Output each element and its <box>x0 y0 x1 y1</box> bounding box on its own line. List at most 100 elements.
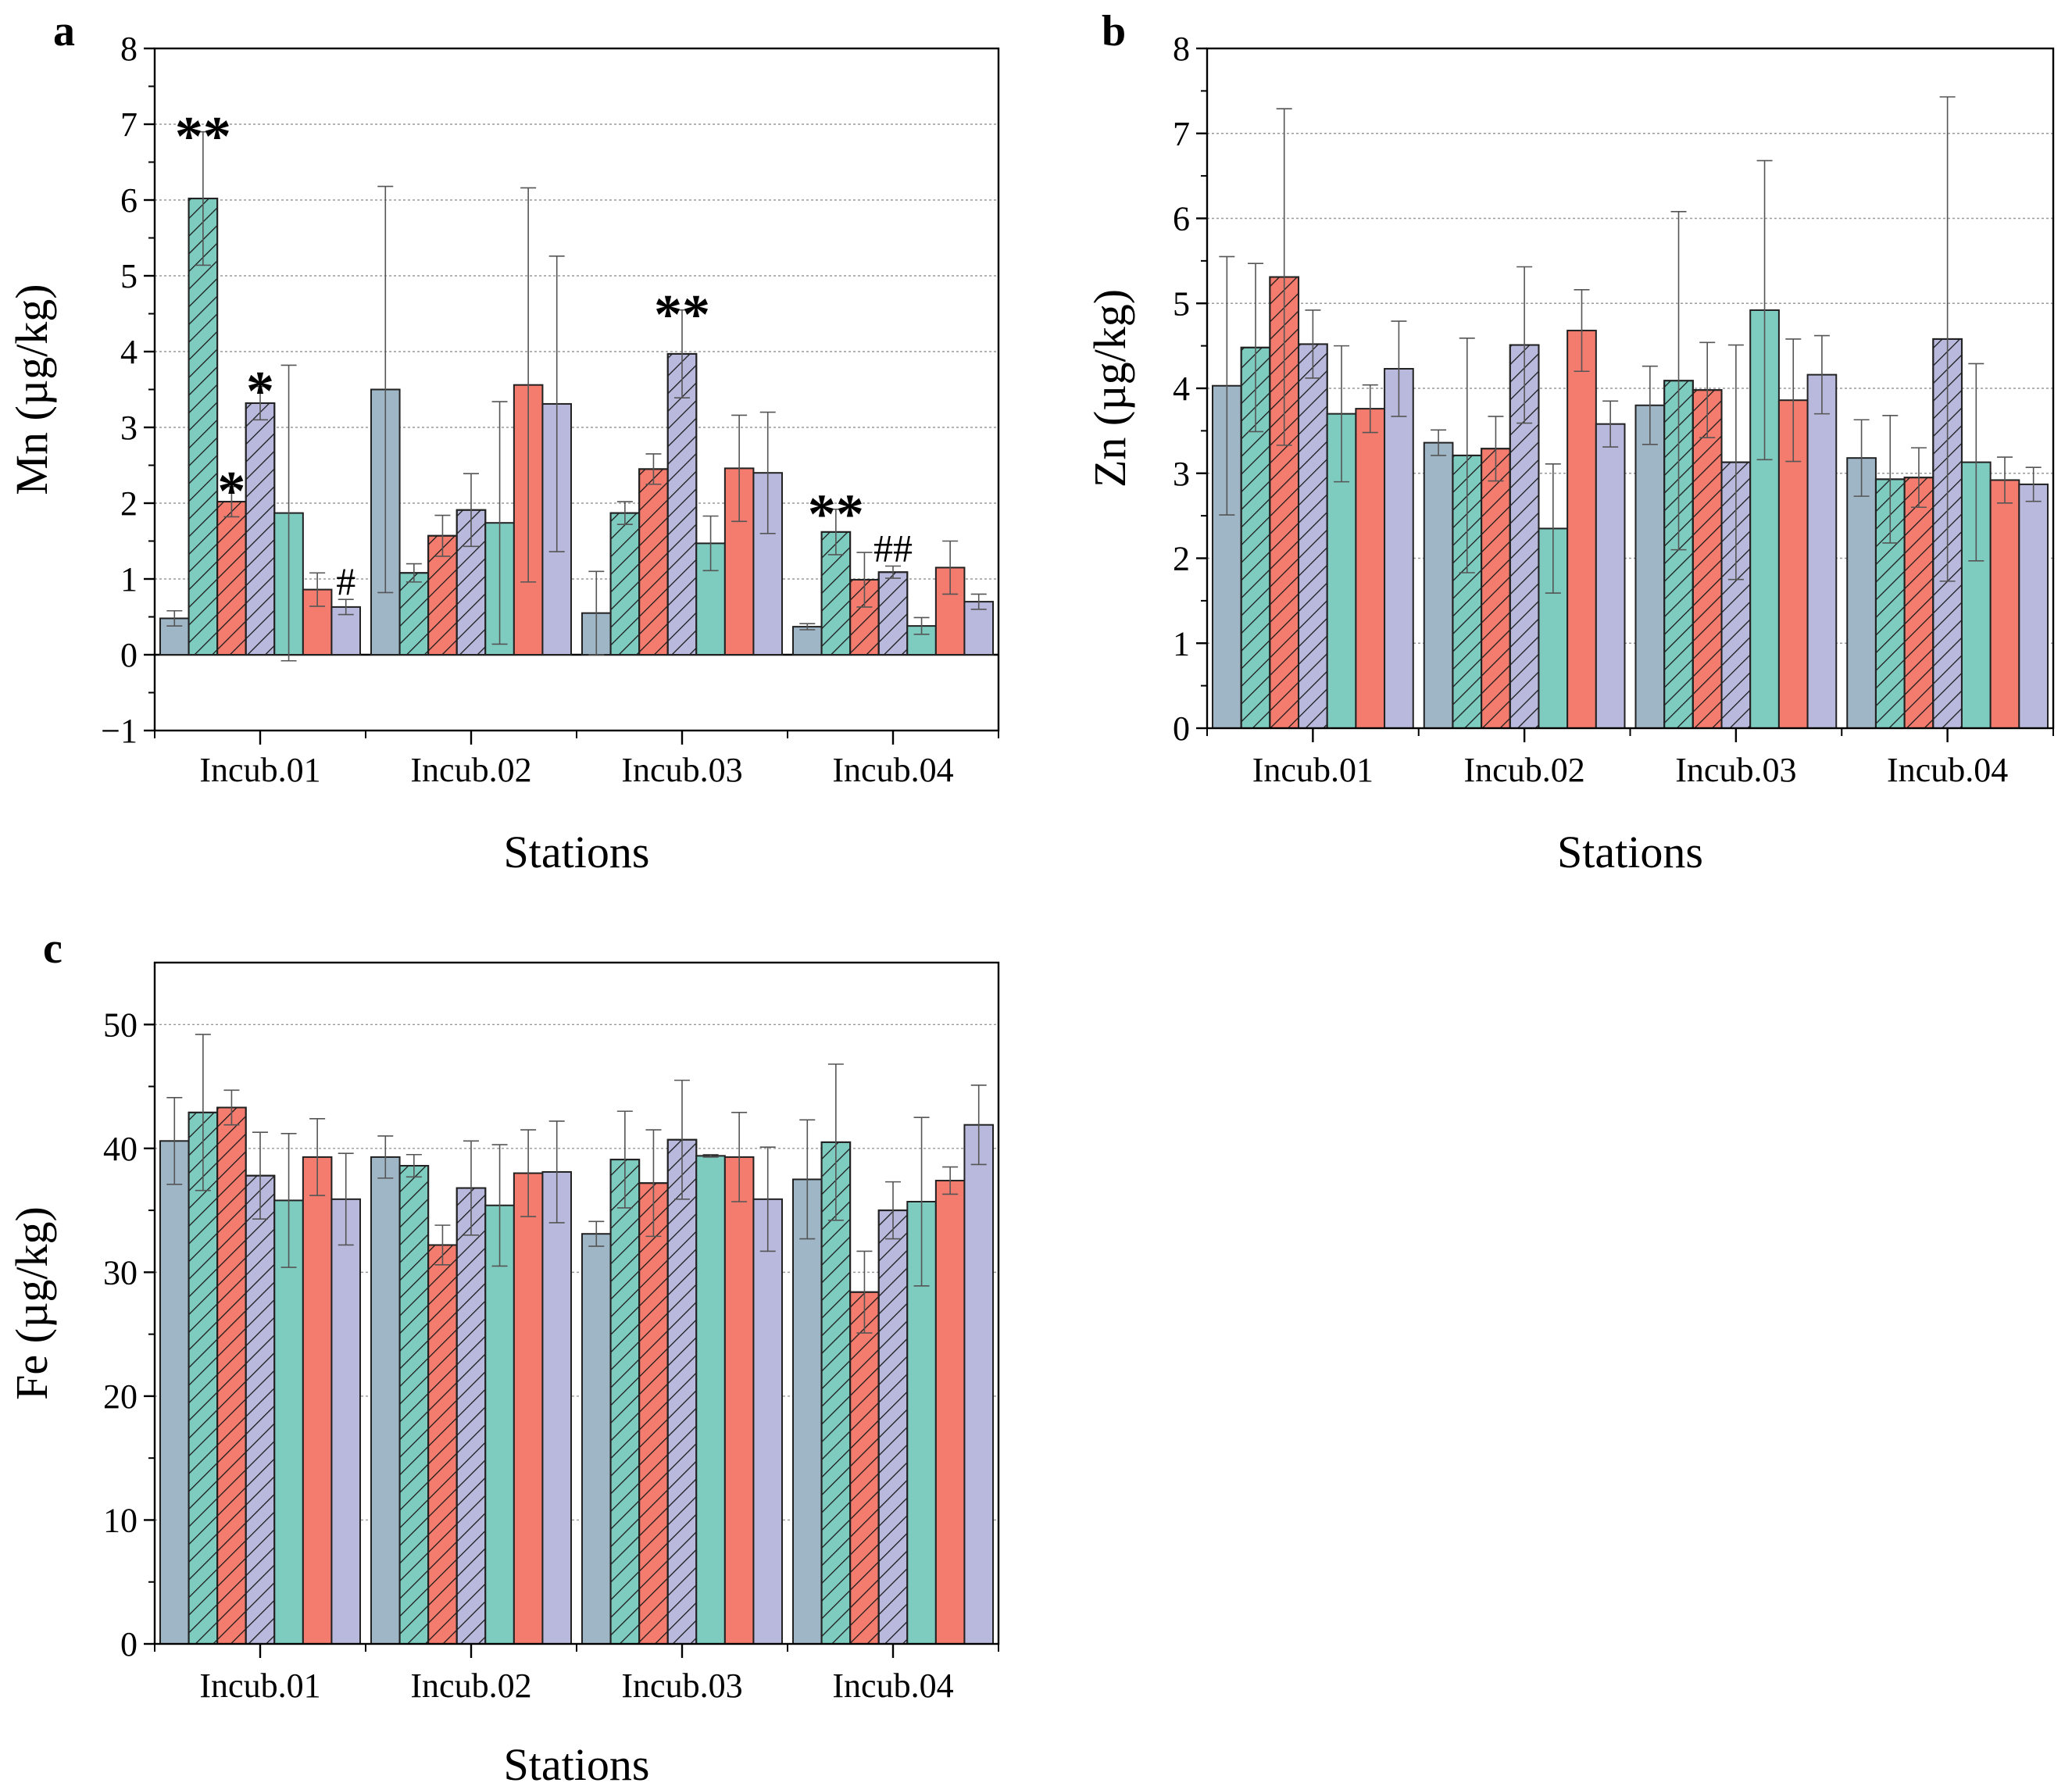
panel-b-zn-chart: b 0 1 2 3 4 5 6 7 8 Incub.01 Incub.02 Incub.03 Incub… <box>1084 7 2055 877</box>
bar-hatch-c-s2-c3 <box>849 1291 880 1645</box>
significance-star-a: * <box>246 360 274 423</box>
bar-hatch-a-s2-c2 <box>638 468 669 656</box>
bar-a-s6-c3 <box>963 601 995 656</box>
ytick-label-b: 0 <box>1173 709 1190 748</box>
bar-hatch-c-s1-c2 <box>609 1159 641 1645</box>
bar-hatch-c-s2-c2 <box>638 1182 669 1645</box>
category-label-c: Incub.04 <box>832 1667 953 1705</box>
category-label-a: Incub.01 <box>199 751 320 789</box>
bar-c-s6-c0 <box>330 1198 361 1645</box>
ytick-label-a: −1 <box>101 712 138 750</box>
ytick-label-c: 50 <box>103 1006 138 1044</box>
ytick-label-b: 8 <box>1173 30 1190 68</box>
category-label-a: Incub.04 <box>832 751 953 789</box>
significance-hash-a: ## <box>873 527 913 570</box>
bar-b-s6-c0 <box>1384 367 1414 729</box>
category-label-a: Incub.03 <box>621 751 742 789</box>
bar-c-s4-c2 <box>695 1155 726 1645</box>
ytick-label-a: 7 <box>120 105 138 144</box>
ytick-label-c: 0 <box>120 1625 138 1663</box>
bar-b-s0-c2 <box>1634 404 1666 729</box>
yaxis-title-c: Fe (µg/kg) <box>6 1206 57 1400</box>
bar-b-s6-c2 <box>1806 373 1838 729</box>
ytick-label-a: 6 <box>120 181 138 220</box>
bar-hatch-b-s2-c2 <box>1692 389 1723 729</box>
bar-hatch-b-s2-c3 <box>1903 477 1934 729</box>
significance-hash-a: # <box>336 559 355 603</box>
bar-hatch-a-s1-c1 <box>398 572 430 656</box>
bar-b-s0-c3 <box>1846 457 1877 729</box>
bar-hatch-b-s2-c1 <box>1481 448 1511 730</box>
ytick-label-a: 3 <box>120 409 138 447</box>
ytick-label-b: 3 <box>1173 455 1190 493</box>
category-label-b: Incub.01 <box>1252 751 1374 789</box>
bar-hatch-a-s3-c0 <box>245 402 276 656</box>
xaxis-title-c: Stations <box>504 1739 650 1790</box>
ytick-label-b: 4 <box>1173 370 1190 408</box>
bar-hatch-c-s3-c3 <box>877 1209 909 1645</box>
bar-b-s0-c1 <box>1423 441 1454 729</box>
bar-c-s5-c1 <box>513 1172 544 1645</box>
ytick-label-b: 1 <box>1173 624 1190 663</box>
category-label-b: Incub.03 <box>1675 751 1796 789</box>
category-label-b: Incub.02 <box>1464 751 1585 789</box>
panel-c-fe-chart: c 0 10 20 30 40 50 Incub.01 Incub.02 Incub.03 Inc… <box>6 924 1000 1790</box>
ytick-label-c: 20 <box>103 1377 138 1416</box>
category-label-c: Incub.03 <box>621 1667 742 1705</box>
bar-c-s4-c1 <box>484 1204 515 1645</box>
ytick-label-b: 7 <box>1173 115 1190 153</box>
category-label-c: Incub.02 <box>410 1667 531 1705</box>
ytick-label-a: 8 <box>120 30 138 68</box>
bar-hatch-c-s3-c1 <box>455 1187 487 1645</box>
category-label-a: Incub.02 <box>410 751 531 789</box>
ytick-label-b: 5 <box>1173 284 1190 323</box>
bar-c-s6-c3 <box>963 1124 995 1645</box>
bar-c-s0-c0 <box>159 1140 190 1645</box>
significance-star-a: ** <box>808 483 864 545</box>
yaxis-title-b: Zn (µg/kg) <box>1084 289 1135 488</box>
bar-hatch-a-s1-c0 <box>188 198 219 656</box>
bar-c-s6-c1 <box>541 1170 573 1645</box>
bar-hatch-c-s1-c1 <box>398 1165 430 1645</box>
bar-b-s6-c1 <box>1595 423 1626 729</box>
ytick-label-a: 4 <box>120 333 138 371</box>
bar-hatch-c-s3-c0 <box>245 1174 276 1645</box>
bar-c-s6-c2 <box>752 1198 784 1645</box>
bar-c-s5-c3 <box>934 1180 966 1645</box>
bar-c-s0-c2 <box>581 1233 612 1645</box>
bar-hatch-c-s2-c0 <box>216 1106 247 1645</box>
bar-c-s5-c0 <box>302 1156 333 1645</box>
bar-hatch-a-s3-c3 <box>877 571 909 656</box>
significance-star-a: * <box>217 460 245 523</box>
bar-hatch-b-s3-c0 <box>1298 343 1328 729</box>
category-label-c: Incub.01 <box>199 1667 320 1705</box>
xaxis-title-b: Stations <box>1557 827 1703 877</box>
bar-b-s5-c1 <box>1567 330 1597 729</box>
bar-c-s5-c2 <box>723 1156 755 1645</box>
bar-hatch-a-s2-c0 <box>216 501 247 656</box>
bar-hatch-c-s3-c2 <box>666 1138 698 1645</box>
panel-label-b: b <box>1102 7 1126 55</box>
ytick-label-a: 0 <box>120 636 138 674</box>
bar-b-s5-c0 <box>1355 408 1386 729</box>
ytick-label-c: 40 <box>103 1130 138 1168</box>
ytick-label-c: 10 <box>103 1501 138 1539</box>
panel-a-mn-chart: a −1 0 1 2 3 4 5 6 7 8 Incub.01 Incub.02 Incub.03 Inc… <box>6 7 1000 877</box>
bar-c-s0-c3 <box>792 1178 823 1645</box>
xaxis-title-a: Stations <box>504 827 650 877</box>
bar-hatch-c-s1-c0 <box>188 1111 219 1645</box>
bar-c-s0-c1 <box>370 1156 401 1645</box>
yaxis-title-a: Mn (µg/kg) <box>6 284 57 495</box>
ytick-label-b: 2 <box>1173 540 1190 578</box>
bar-a-s0-c3 <box>792 626 823 656</box>
ytick-label-a: 5 <box>120 257 138 295</box>
ytick-label-a: 1 <box>120 560 138 598</box>
ytick-label-b: 6 <box>1173 200 1190 238</box>
ytick-label-c: 30 <box>103 1253 138 1292</box>
bar-hatch-a-s3-c2 <box>666 352 698 656</box>
significance-star-a: ** <box>175 105 231 168</box>
category-label-b: Incub.04 <box>1887 751 2008 789</box>
significance-star-a: ** <box>654 284 710 346</box>
panel-label-a: a <box>53 7 75 55</box>
